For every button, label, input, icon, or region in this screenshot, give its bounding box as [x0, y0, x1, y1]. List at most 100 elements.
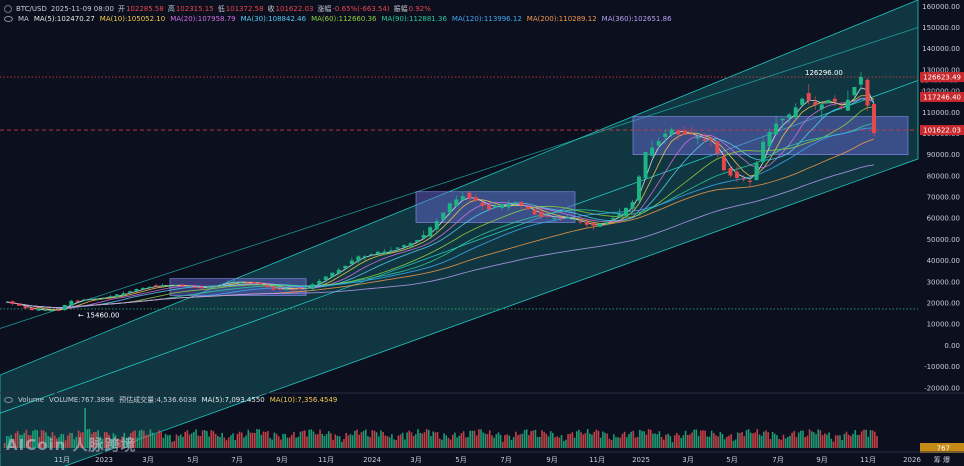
volume-bar	[667, 433, 669, 448]
candle	[650, 140, 655, 158]
volume-bar	[88, 429, 91, 448]
volume-bar	[169, 434, 171, 448]
volume-bar	[195, 429, 197, 448]
volume-bar	[756, 429, 759, 448]
volume-bar	[662, 439, 665, 448]
volume-bar	[380, 430, 382, 448]
volume-bar	[547, 436, 550, 448]
candle	[88, 297, 93, 300]
volume-bar	[658, 431, 661, 448]
volume-bar	[84, 408, 86, 448]
symbol-label[interactable]: BTC/USD	[16, 5, 47, 13]
candle	[741, 175, 746, 182]
volume-bar	[138, 430, 141, 448]
y-tick-label: 60000.00	[927, 215, 960, 223]
candle	[858, 71, 863, 90]
volume-bar	[569, 433, 572, 448]
volume-eye-icon[interactable]	[4, 397, 13, 403]
volume-bar	[612, 434, 615, 448]
y-tick-label: 70000.00	[927, 194, 960, 202]
candle	[395, 246, 400, 253]
volume-title[interactable]: Volume	[18, 396, 45, 404]
volume-bar	[414, 434, 417, 448]
settings-circle-icon[interactable]	[4, 5, 12, 13]
candle	[382, 249, 387, 256]
volume-bar	[495, 434, 498, 448]
x-tick-label: 7月	[231, 456, 242, 464]
candle	[702, 133, 707, 143]
candle	[232, 279, 237, 283]
high-label: 高	[167, 5, 175, 13]
candle	[69, 299, 74, 306]
volume-bar	[132, 431, 134, 448]
volume-bar	[636, 436, 639, 448]
volume-bar	[519, 434, 521, 448]
volume-bar	[327, 431, 330, 448]
volume-bar	[386, 436, 389, 448]
visibility-eye-icon[interactable]	[4, 16, 13, 22]
candle-body	[454, 199, 459, 207]
candle	[408, 241, 413, 249]
price-tag-label: 117246.40	[923, 93, 961, 101]
volume-bar	[728, 435, 730, 448]
volume-bar	[602, 431, 604, 448]
candle-body	[23, 306, 28, 309]
candle	[441, 212, 446, 222]
ma-prefix[interactable]: MA	[18, 15, 29, 23]
volume-bar	[47, 435, 49, 448]
volume-bar	[802, 430, 804, 448]
candle-body	[128, 291, 132, 293]
chips-tool-label[interactable]: 筹	[933, 456, 941, 464]
volume-bar	[16, 431, 19, 448]
candle	[428, 225, 433, 239]
volume-bar	[721, 434, 724, 448]
volume-bar	[304, 430, 306, 448]
x-tick-label: 5月	[726, 456, 737, 464]
volume-bar	[512, 437, 515, 448]
candle-body	[167, 285, 172, 287]
volume-bar	[3, 443, 6, 448]
volume-bar	[203, 430, 206, 448]
volume-bar	[106, 432, 108, 448]
candle-body	[56, 309, 61, 311]
volume-bar	[634, 437, 637, 448]
candle	[624, 207, 628, 221]
candle-body	[793, 107, 798, 118]
candle	[571, 218, 576, 220]
volume-bar	[149, 429, 152, 448]
liquidation-tool-label[interactable]: 爆	[943, 456, 950, 464]
volume-bar	[58, 437, 60, 448]
candle-body	[421, 234, 426, 239]
candle-body	[199, 286, 204, 289]
volume-bar	[517, 435, 519, 448]
candle-body	[245, 282, 250, 284]
volume-bar	[373, 430, 376, 448]
volume-bar	[64, 440, 67, 448]
volume-bar	[338, 436, 341, 448]
volume-bar	[876, 436, 878, 448]
volume-bar	[10, 434, 12, 448]
candle-body	[428, 227, 433, 237]
volume-bar	[525, 429, 528, 448]
volume-bar	[297, 436, 300, 448]
volume-bar	[264, 432, 267, 448]
volume-bar	[645, 434, 648, 448]
volume-bar	[130, 433, 132, 448]
volume-bar	[441, 439, 443, 448]
volume-bar	[458, 435, 461, 448]
volume-bar	[430, 436, 432, 448]
candle	[637, 174, 642, 204]
volume-bar	[558, 437, 561, 448]
candle-body	[134, 289, 139, 291]
candle-body	[232, 281, 237, 283]
volume-bar	[301, 430, 304, 448]
volume-bar	[358, 434, 361, 448]
volume-bar	[604, 432, 606, 448]
ma20-line	[5, 97, 875, 310]
candle-body	[832, 98, 837, 102]
volume-bar	[186, 430, 189, 448]
x-tick-label: 11月	[318, 456, 334, 464]
candle	[317, 279, 322, 285]
change-label: 涨幅	[317, 5, 332, 13]
